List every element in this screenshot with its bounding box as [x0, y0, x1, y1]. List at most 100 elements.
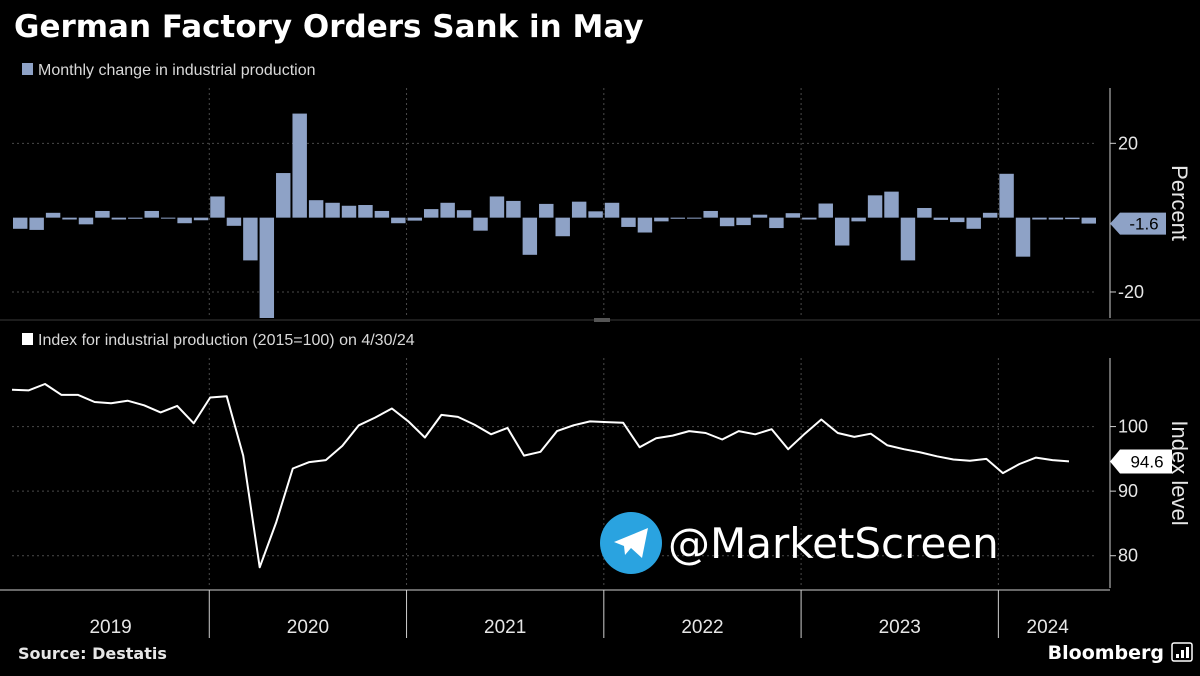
bar [736, 217, 751, 226]
line-tick-label: 100 [1118, 417, 1148, 437]
bar-series [13, 113, 1096, 318]
bar [966, 217, 981, 229]
line-last-value-callout: 94.6 [1110, 449, 1172, 474]
bar-y-axis-title: Percent [1167, 165, 1192, 241]
bar [769, 217, 784, 229]
year-label: 2023 [879, 617, 921, 638]
bar [226, 217, 242, 226]
bar [177, 217, 192, 224]
year-label: 2024 [1027, 617, 1070, 638]
bar [654, 217, 669, 222]
bar [802, 217, 817, 220]
bar [489, 196, 505, 218]
bar [670, 217, 686, 219]
bar [111, 217, 127, 220]
bar [703, 210, 718, 218]
bar [45, 212, 61, 218]
line-y-axis: 100 90 80 94.6 [1109, 358, 1172, 588]
telegram-plane-glyph [614, 528, 648, 558]
bar [884, 191, 899, 218]
bar-legend-label: Monthly change in industrial production [38, 62, 316, 79]
bar [539, 203, 554, 218]
bar [243, 217, 258, 261]
bar [95, 210, 110, 218]
bar [259, 217, 275, 318]
bar [1032, 217, 1047, 220]
bar [325, 202, 340, 218]
bar [193, 217, 209, 221]
bar-y-axis: 20 -20 -1.6 [1109, 88, 1166, 318]
bar [621, 217, 636, 227]
bar [933, 217, 949, 220]
bar [78, 217, 94, 225]
bar [358, 205, 373, 218]
bar-tick-label: -20 [1118, 282, 1144, 302]
bar [144, 210, 159, 218]
bar [29, 217, 44, 230]
line-tick-label: 80 [1118, 546, 1138, 566]
bar [917, 207, 932, 218]
year-label: 2022 [681, 617, 723, 638]
bar [506, 200, 521, 218]
line-callout-label: 94.6 [1130, 452, 1163, 471]
bar [473, 217, 488, 231]
bar [423, 209, 439, 218]
line-legend-label: Index for industrial production (2015=10… [38, 332, 415, 349]
bloomberg-logo: Bloomberg [1048, 642, 1164, 664]
bar [851, 217, 866, 222]
bar [785, 213, 801, 218]
bar-last-value-callout: -1.6 [1110, 212, 1166, 235]
bar [834, 217, 850, 246]
bar [950, 217, 965, 223]
panel-resize-handle [594, 318, 610, 322]
year-label: 2021 [484, 617, 526, 638]
bar [687, 217, 702, 219]
x-axis: 2019 2020 2021 2022 2023 2024 [0, 589, 1110, 638]
source-note: Source: Destatis [18, 644, 167, 663]
line-legend-swatch [22, 333, 33, 345]
bar [1048, 217, 1064, 220]
bar [210, 196, 225, 218]
bar [1015, 217, 1031, 257]
bar [440, 202, 455, 218]
bar-legend-swatch [22, 63, 33, 75]
bar [292, 113, 307, 218]
line-y-axis-title: Index level [1167, 420, 1192, 525]
bar [391, 217, 406, 224]
bar [588, 211, 603, 218]
bar [982, 212, 998, 218]
bar [867, 195, 883, 218]
bar [999, 173, 1014, 218]
bar [160, 217, 176, 219]
bar [604, 202, 620, 218]
bar-callout-label: -1.6 [1129, 215, 1158, 234]
line-panel-grid [12, 358, 1097, 588]
bar [407, 217, 422, 221]
bar [456, 210, 472, 218]
bar-tick-label: 20 [1118, 133, 1138, 153]
chart-title: German Factory Orders Sank in May [14, 9, 644, 45]
bar [374, 210, 390, 218]
watermark: @MarketScreen [600, 512, 999, 574]
year-label: 2019 [89, 617, 131, 638]
bar [719, 217, 735, 227]
year-label: 2020 [287, 617, 329, 638]
bar [341, 205, 357, 218]
bar [128, 217, 143, 219]
bar [62, 217, 77, 220]
bar-callout-shape [1110, 212, 1166, 235]
industrial-production-index-line [11, 383, 1070, 569]
bloomberg-chart-icon [1171, 642, 1193, 662]
bar [555, 217, 570, 237]
bar [900, 217, 916, 261]
bar-panel-grid [12, 88, 1097, 318]
watermark-handle: @MarketScreen [668, 519, 999, 568]
line-callout-shape [1110, 449, 1172, 474]
bar [1065, 217, 1080, 220]
bar [276, 173, 291, 218]
bar [818, 203, 833, 218]
bar [1081, 217, 1096, 224]
bar [522, 217, 538, 255]
bar [308, 200, 324, 218]
